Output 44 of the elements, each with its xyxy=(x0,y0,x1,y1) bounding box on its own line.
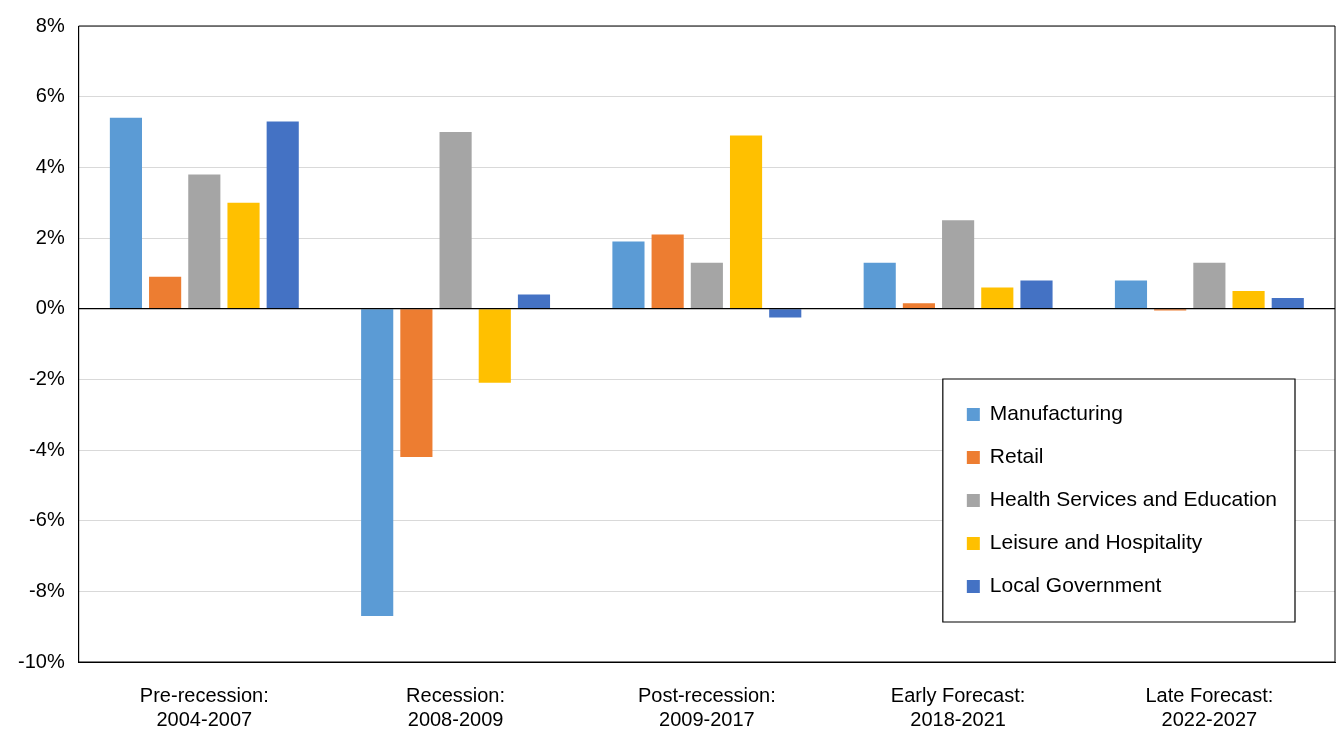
bar xyxy=(769,309,802,318)
bar xyxy=(1114,280,1148,309)
bar xyxy=(400,309,433,458)
y-tick-label: -6% xyxy=(29,508,65,531)
bar xyxy=(439,132,472,309)
x-tick-label: Late Forecast: 2022-2027 xyxy=(1145,683,1274,730)
bar xyxy=(729,135,763,309)
bar xyxy=(109,117,142,309)
bar xyxy=(478,309,511,383)
bar xyxy=(266,121,299,309)
y-tick-label: 6% xyxy=(35,84,65,107)
y-tick-label: -2% xyxy=(29,366,65,389)
legend-label: Local Government xyxy=(989,573,1162,597)
bar xyxy=(188,174,221,309)
x-tick-label: Early Forecast: 2018-2021 xyxy=(890,683,1026,730)
y-tick-label: -4% xyxy=(29,437,65,460)
bar xyxy=(902,303,935,309)
x-tick-label: Post-recession: 2009-2017 xyxy=(637,683,776,730)
bar xyxy=(361,309,394,617)
y-tick-label: 4% xyxy=(35,154,65,177)
bar xyxy=(1271,298,1304,309)
bar xyxy=(981,287,1014,309)
legend-label: Manufacturing xyxy=(989,401,1123,425)
y-tick-label: 2% xyxy=(35,225,65,248)
y-tick-label: -8% xyxy=(29,578,65,601)
legend-label: Leisure and Hospitality xyxy=(989,530,1203,554)
y-tick-label: 8% xyxy=(35,13,65,36)
bar xyxy=(863,262,896,309)
bar xyxy=(651,234,684,309)
legend-label: Retail xyxy=(989,444,1044,468)
bar xyxy=(1232,291,1265,309)
x-tick-label: Recession: 2008-2009 xyxy=(406,683,506,730)
bar xyxy=(149,276,182,309)
bar xyxy=(517,294,551,309)
bar xyxy=(1193,262,1226,309)
bar xyxy=(227,202,260,309)
bar xyxy=(1020,280,1053,309)
bar xyxy=(942,220,975,309)
x-tick-label: Pre-recession: 2004-2007 xyxy=(139,683,269,730)
y-tick-label: 0% xyxy=(35,296,65,319)
bar xyxy=(612,241,645,309)
legend-label: Health Services and Education xyxy=(989,487,1277,511)
y-tick-label: -10% xyxy=(17,649,65,672)
bar xyxy=(690,262,723,309)
